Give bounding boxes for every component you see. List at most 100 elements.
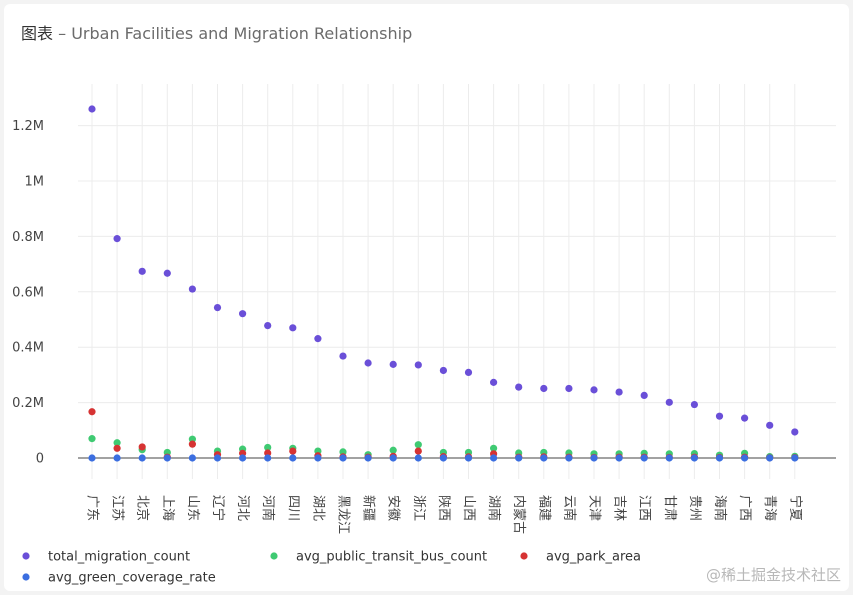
point-total_migration_count xyxy=(213,303,222,312)
scatter-chart: 0 0.2M 0.4M 0.6M 0.8M 1M 1.2M 广东 江苏 北京 上海 山东 辽宁 河北 河南四… xyxy=(12,84,836,586)
chart-title-separator: – xyxy=(53,24,72,43)
point-avg_green_coverage_rate xyxy=(715,454,724,462)
x-tick-label: 内蒙古 xyxy=(511,495,527,534)
x-tick-label: 浙江 xyxy=(411,495,426,521)
point-total_migration_count xyxy=(113,235,121,243)
point-total_migration_count xyxy=(741,414,749,422)
legend-marker xyxy=(270,552,278,560)
point-avg_green_coverage_rate xyxy=(439,454,447,462)
point-avg_public_transit_bus_count xyxy=(88,435,96,443)
point-avg_green_coverage_rate xyxy=(239,454,247,462)
y-tick-label: 0.6M xyxy=(12,285,44,300)
point-total_migration_count xyxy=(289,324,297,332)
point-total_migration_count xyxy=(464,368,473,377)
point-avg_green_coverage_rate xyxy=(289,454,297,462)
x-tick-label: 青海 xyxy=(762,495,777,521)
point-avg_green_coverage_rate xyxy=(314,454,322,462)
legend-item: avg_public_transit_bus_count xyxy=(270,550,487,565)
point-total_migration_count xyxy=(540,384,548,393)
chart-title-prefix: 图表 xyxy=(21,24,54,43)
point-avg_public_transit_bus_count xyxy=(490,444,498,452)
y-axis: 0 0.2M 0.4M 0.6M 0.8M 1M 1.2M xyxy=(12,119,44,466)
point-avg_park_area xyxy=(264,449,272,457)
point-total_migration_count xyxy=(665,398,673,406)
x-tick-label: 江苏 xyxy=(110,495,126,521)
point-avg_public_transit_bus_count xyxy=(113,439,121,447)
point-avg_green_coverage_rate xyxy=(339,454,347,462)
point-avg_public_transit_bus_count xyxy=(389,446,397,454)
x-tick-label: 河南 xyxy=(260,495,276,521)
x-tick-label: 湖南 xyxy=(486,495,502,521)
x-tick-label: 湖北 xyxy=(310,495,325,521)
legend-label: avg_public_transit_bus_count xyxy=(296,550,487,565)
x-tick-label: 吉林 xyxy=(612,495,627,521)
y-tick-label: 1M xyxy=(25,175,45,190)
point-avg_green_coverage_rate xyxy=(640,454,648,462)
point-total_migration_count xyxy=(264,322,272,330)
point-avg_green_coverage_rate xyxy=(138,454,146,462)
point-total_migration_count xyxy=(314,335,322,343)
x-tick-label: 江西 xyxy=(637,495,652,521)
point-avg_park_area xyxy=(88,408,96,416)
point-avg_green_coverage_rate xyxy=(540,454,548,462)
point-avg_public_transit_bus_count xyxy=(339,448,347,456)
point-total_migration_count xyxy=(389,360,397,368)
x-tick-label: 广东 xyxy=(85,495,100,521)
x-tick-label: 广西 xyxy=(737,495,752,521)
point-total_migration_count xyxy=(715,412,724,420)
chart-card: 图表 – Urban Facilities and Migration Rela… xyxy=(4,4,849,591)
x-tick-label: 宁夏 xyxy=(787,495,803,521)
point-avg_green_coverage_rate xyxy=(113,454,121,462)
legend-label: avg_park_area xyxy=(546,550,641,565)
point-total_migration_count xyxy=(188,285,196,293)
point-total_migration_count xyxy=(364,359,372,367)
legend-item: total_migration_count xyxy=(22,550,190,565)
point-avg_green_coverage_rate xyxy=(414,454,422,462)
point-total_migration_count xyxy=(339,352,347,360)
x-tick-label: 北京 xyxy=(135,495,150,521)
y-tick-label: 0.4M xyxy=(12,341,44,356)
x-axis: 广东 江苏 北京 上海 山东 辽宁 河北 河南 四川 湖北 黑龙江 新疆 安徽 浙江 陕西 山西 湖南 内蒙古 福建… xyxy=(85,495,804,534)
x-tick-label: 天津 xyxy=(587,495,602,521)
point-avg_green_coverage_rate xyxy=(213,454,222,462)
y-tick-label: 0 xyxy=(36,452,44,467)
point-avg_park_area xyxy=(188,440,196,448)
point-avg_green_coverage_rate xyxy=(766,454,774,462)
x-tick-label: 贵州 xyxy=(687,495,702,521)
point-avg_green_coverage_rate xyxy=(741,454,749,462)
y-tick-label: 1.2M xyxy=(12,119,44,134)
legend: total_migration_count avg_public_transit_… xyxy=(22,550,641,586)
point-total_migration_count xyxy=(590,386,598,394)
x-tick-label: 山东 xyxy=(185,495,200,521)
y-tick-label: 0.2M xyxy=(12,396,44,411)
y-tick-label: 0.8M xyxy=(12,230,44,245)
point-avg_green_coverage_rate xyxy=(188,454,196,462)
point-avg_public_transit_bus_count xyxy=(188,435,196,443)
point-total_migration_count xyxy=(515,383,523,391)
point-total_migration_count xyxy=(239,310,247,318)
x-tick-label: 安徽 xyxy=(386,495,401,521)
point-avg_green_coverage_rate xyxy=(163,454,171,462)
x-tick-label: 陕西 xyxy=(436,495,451,521)
point-total_migration_count xyxy=(565,384,573,393)
point-avg_green_coverage_rate xyxy=(590,454,598,462)
point-avg_park_area xyxy=(113,444,121,452)
data-points xyxy=(88,105,799,462)
point-total_migration_count xyxy=(640,391,648,400)
point-avg_green_coverage_rate xyxy=(88,454,96,462)
x-tick-label: 新疆 xyxy=(361,495,377,521)
x-tick-label: 福建 xyxy=(536,495,551,521)
point-total_migration_count xyxy=(439,366,447,375)
series-total_migration_count xyxy=(88,105,799,436)
legend-item: avg_park_area xyxy=(520,550,641,565)
point-total_migration_count xyxy=(690,400,699,409)
chart-title: 图表 – Urban Facilities and Migration Rela… xyxy=(21,20,412,44)
series-avg_green_coverage_rate xyxy=(88,454,799,462)
point-avg_green_coverage_rate xyxy=(490,454,498,462)
watermark: @稀土掘金技术社区 xyxy=(705,566,841,584)
point-avg_green_coverage_rate xyxy=(615,454,623,462)
legend-item: avg_green_coverage_rate xyxy=(22,571,216,586)
point-avg_green_coverage_rate xyxy=(665,454,673,462)
point-avg_park_area xyxy=(289,447,297,455)
point-avg_green_coverage_rate xyxy=(264,454,272,462)
